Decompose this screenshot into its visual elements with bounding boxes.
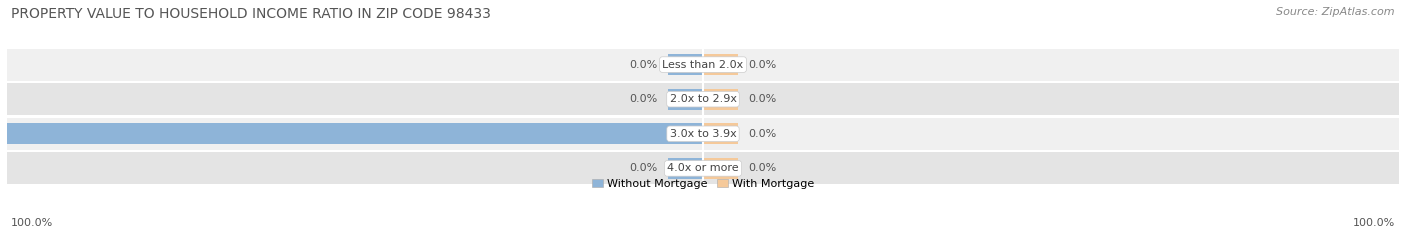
Text: 3.0x to 3.9x: 3.0x to 3.9x xyxy=(669,129,737,139)
Text: PROPERTY VALUE TO HOUSEHOLD INCOME RATIO IN ZIP CODE 98433: PROPERTY VALUE TO HOUSEHOLD INCOME RATIO… xyxy=(11,7,491,21)
Text: Less than 2.0x: Less than 2.0x xyxy=(662,60,744,70)
Text: 0.0%: 0.0% xyxy=(630,60,658,70)
Bar xyxy=(7,118,1399,150)
Text: 0.0%: 0.0% xyxy=(630,163,658,173)
Bar xyxy=(7,83,1399,115)
Bar xyxy=(7,152,1399,184)
Text: 0.0%: 0.0% xyxy=(748,60,776,70)
Text: 0.0%: 0.0% xyxy=(630,94,658,104)
Bar xyxy=(703,89,738,110)
Bar xyxy=(668,89,703,110)
Text: 0.0%: 0.0% xyxy=(748,163,776,173)
Text: 4.0x or more: 4.0x or more xyxy=(668,163,738,173)
Text: Source: ZipAtlas.com: Source: ZipAtlas.com xyxy=(1277,7,1395,17)
Bar xyxy=(7,123,703,144)
Text: 0.0%: 0.0% xyxy=(748,94,776,104)
Bar xyxy=(7,49,1399,81)
Bar xyxy=(703,158,738,179)
Text: 0.0%: 0.0% xyxy=(748,129,776,139)
Text: 2.0x to 2.9x: 2.0x to 2.9x xyxy=(669,94,737,104)
Bar xyxy=(668,158,703,179)
Legend: Without Mortgage, With Mortgage: Without Mortgage, With Mortgage xyxy=(592,179,814,189)
Bar xyxy=(703,54,738,75)
Text: 100.0%: 100.0% xyxy=(11,218,53,228)
Text: 100.0%: 100.0% xyxy=(1353,218,1395,228)
Bar xyxy=(668,54,703,75)
Bar xyxy=(703,123,738,144)
